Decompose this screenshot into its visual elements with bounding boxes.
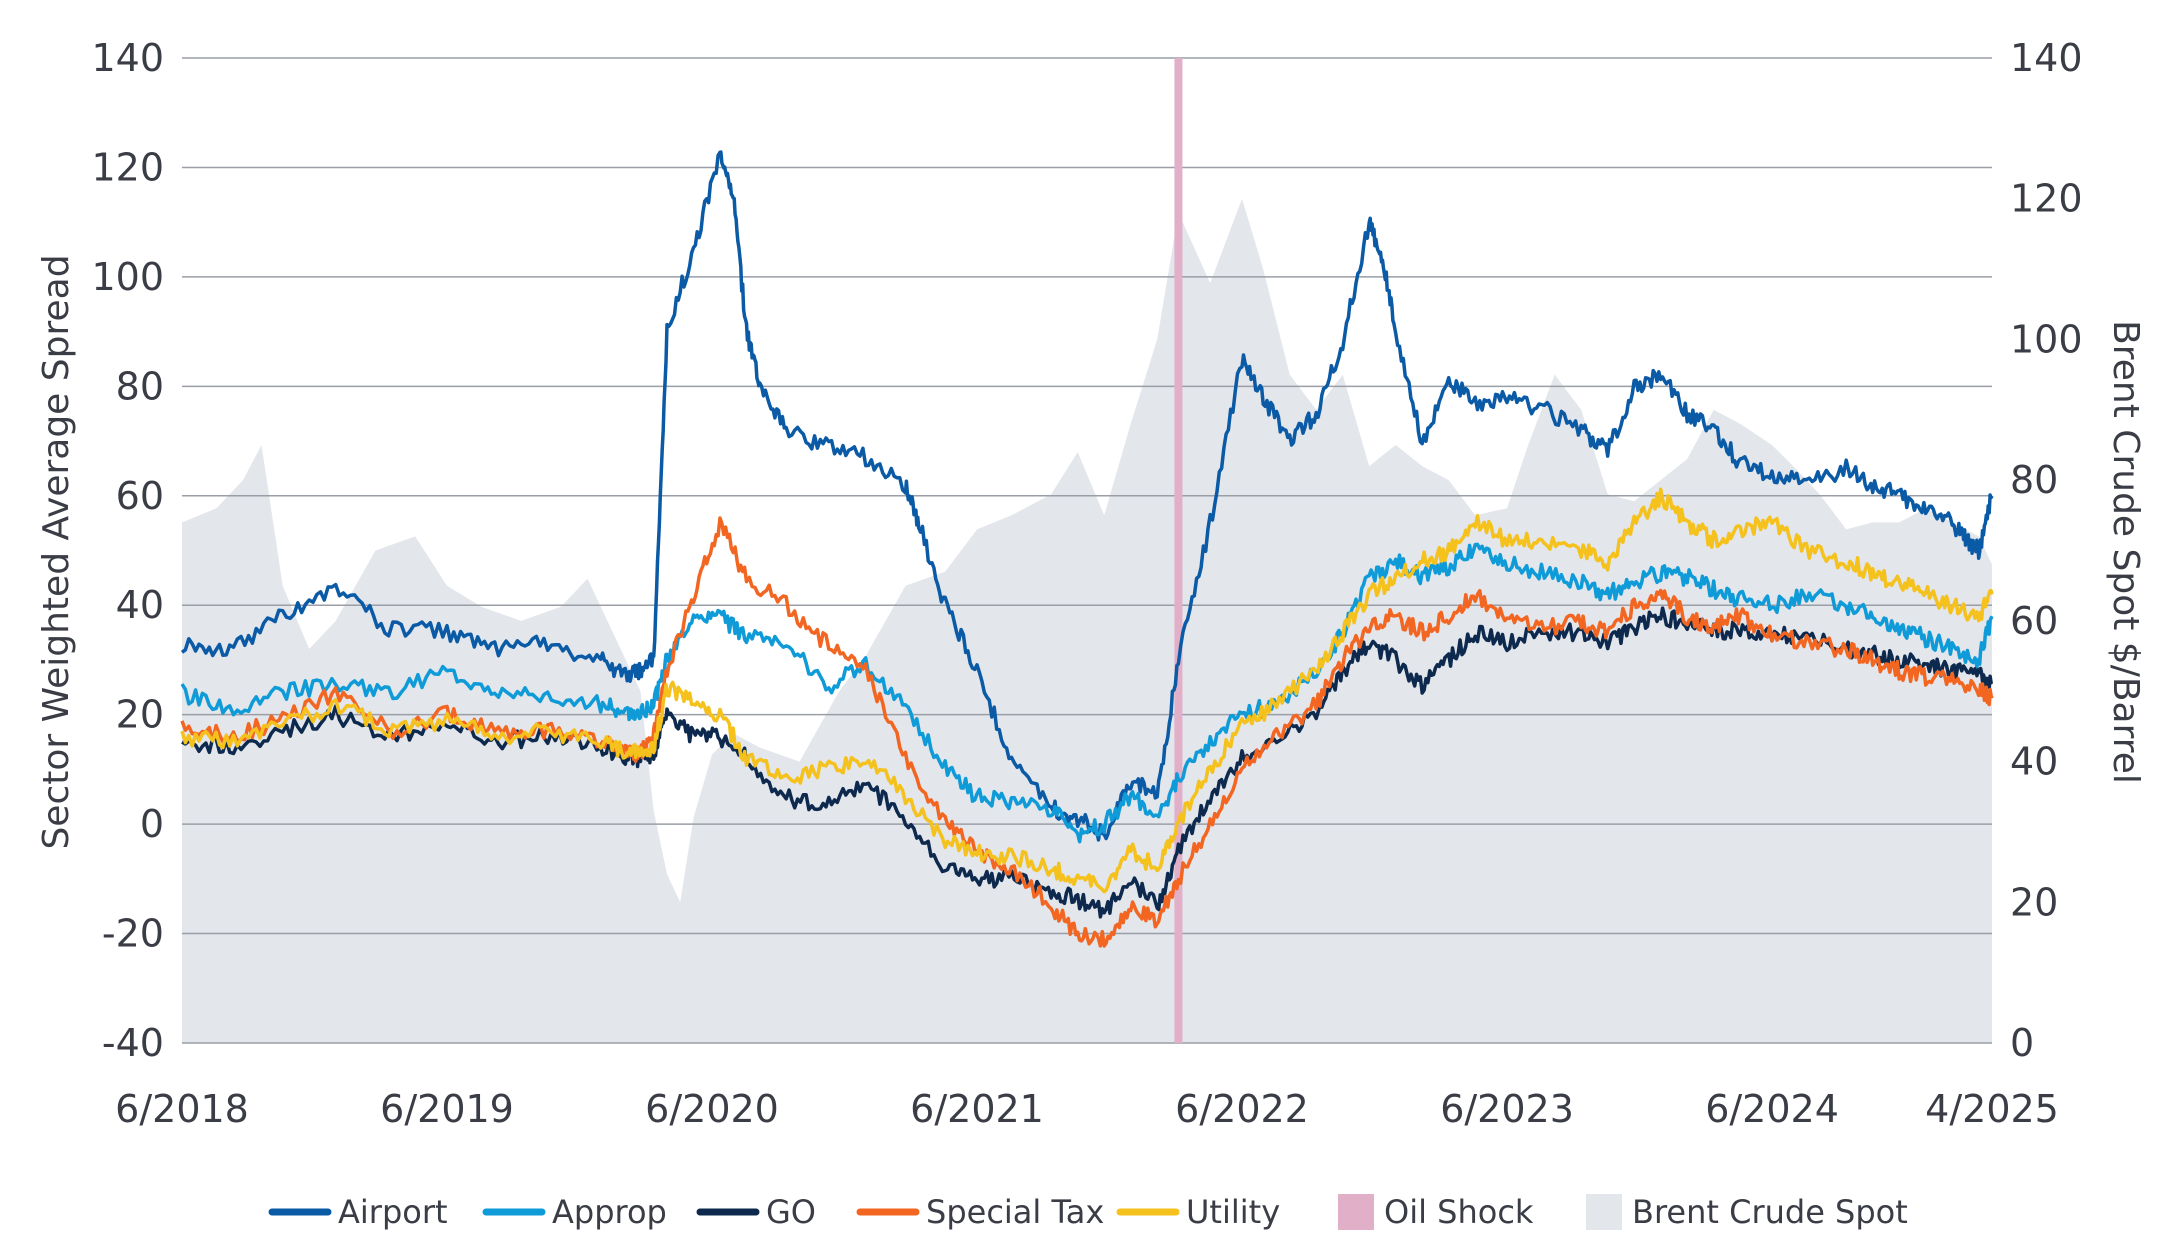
y2-tick-label: 80: [2010, 458, 2058, 502]
oil-shock-band: [1174, 58, 1183, 1043]
legend-swatch-oil-shock: [1338, 1194, 1374, 1230]
x-tick-label: 6/2018: [115, 1087, 249, 1131]
y-tick-label: 20: [116, 693, 164, 737]
x-tick-label: 6/2020: [645, 1087, 779, 1131]
oil-shock-layer: [1174, 58, 1183, 1043]
y-tick-label: 60: [116, 474, 164, 518]
legend: Airport Approp GO Special Tax Utility Oil Sho…: [268, 1193, 1908, 1231]
series-line-approp: [180, 542, 1994, 844]
x-tick-label: 6/2023: [1440, 1087, 1574, 1131]
series-line-utility: [180, 487, 1994, 894]
y-tick-label: 0: [140, 802, 164, 846]
x-tick-label: 6/2022: [1175, 1087, 1309, 1131]
y2-tick-label: 60: [2010, 599, 2058, 643]
x-tick-label: 6/2019: [380, 1087, 514, 1131]
x-tick-label: 4/2025: [1925, 1087, 2059, 1131]
legend-label-oil-shock: Oil Shock: [1384, 1193, 1534, 1231]
y2-tick-label: 0: [2010, 1021, 2034, 1065]
axis-ticks: 140 120 100 80 60 40 20 0 -20 -40 140 120 100 80 60 40 2…: [91, 36, 2082, 1131]
legend-label-brent-crude-spot: Brent Crude Spot: [1632, 1193, 1908, 1231]
legend-label-airport: Airport: [338, 1193, 448, 1231]
y2-tick-label: 120: [2010, 177, 2083, 221]
brent-crude-area: [182, 198, 1992, 1043]
legend-label-approp: Approp: [552, 1193, 667, 1231]
y-tick-label: 80: [116, 364, 164, 408]
y-tick-label: 120: [91, 145, 164, 189]
y-tick-label: -40: [102, 1021, 164, 1065]
series-line-airport: [180, 150, 1994, 842]
brent-area-layer: [182, 198, 1992, 1043]
series-lines: [180, 150, 1994, 948]
legend-label-utility: Utility: [1186, 1193, 1280, 1231]
y2-tick-label: 20: [2010, 880, 2058, 924]
y-tick-label: 140: [91, 36, 164, 80]
y-tick-label: 100: [91, 255, 164, 299]
y-tick-label: 40: [116, 583, 164, 627]
x-tick-label: 6/2024: [1705, 1087, 1839, 1131]
y-axis-title: Sector Weighted Average Spread: [36, 254, 77, 849]
y2-axis-title: Brent Crude Spot $/Barrel: [2105, 320, 2146, 784]
legend-swatch-brent-crude-spot: [1586, 1194, 1622, 1230]
x-tick-label: 6/2021: [910, 1087, 1044, 1131]
y-tick-label: -20: [102, 912, 164, 956]
y2-tick-label: 100: [2010, 317, 2083, 361]
y2-tick-label: 40: [2010, 740, 2058, 784]
legend-label-special-tax: Special Tax: [926, 1193, 1104, 1231]
y2-tick-label: 140: [2010, 36, 2083, 80]
legend-label-go: GO: [766, 1193, 816, 1231]
